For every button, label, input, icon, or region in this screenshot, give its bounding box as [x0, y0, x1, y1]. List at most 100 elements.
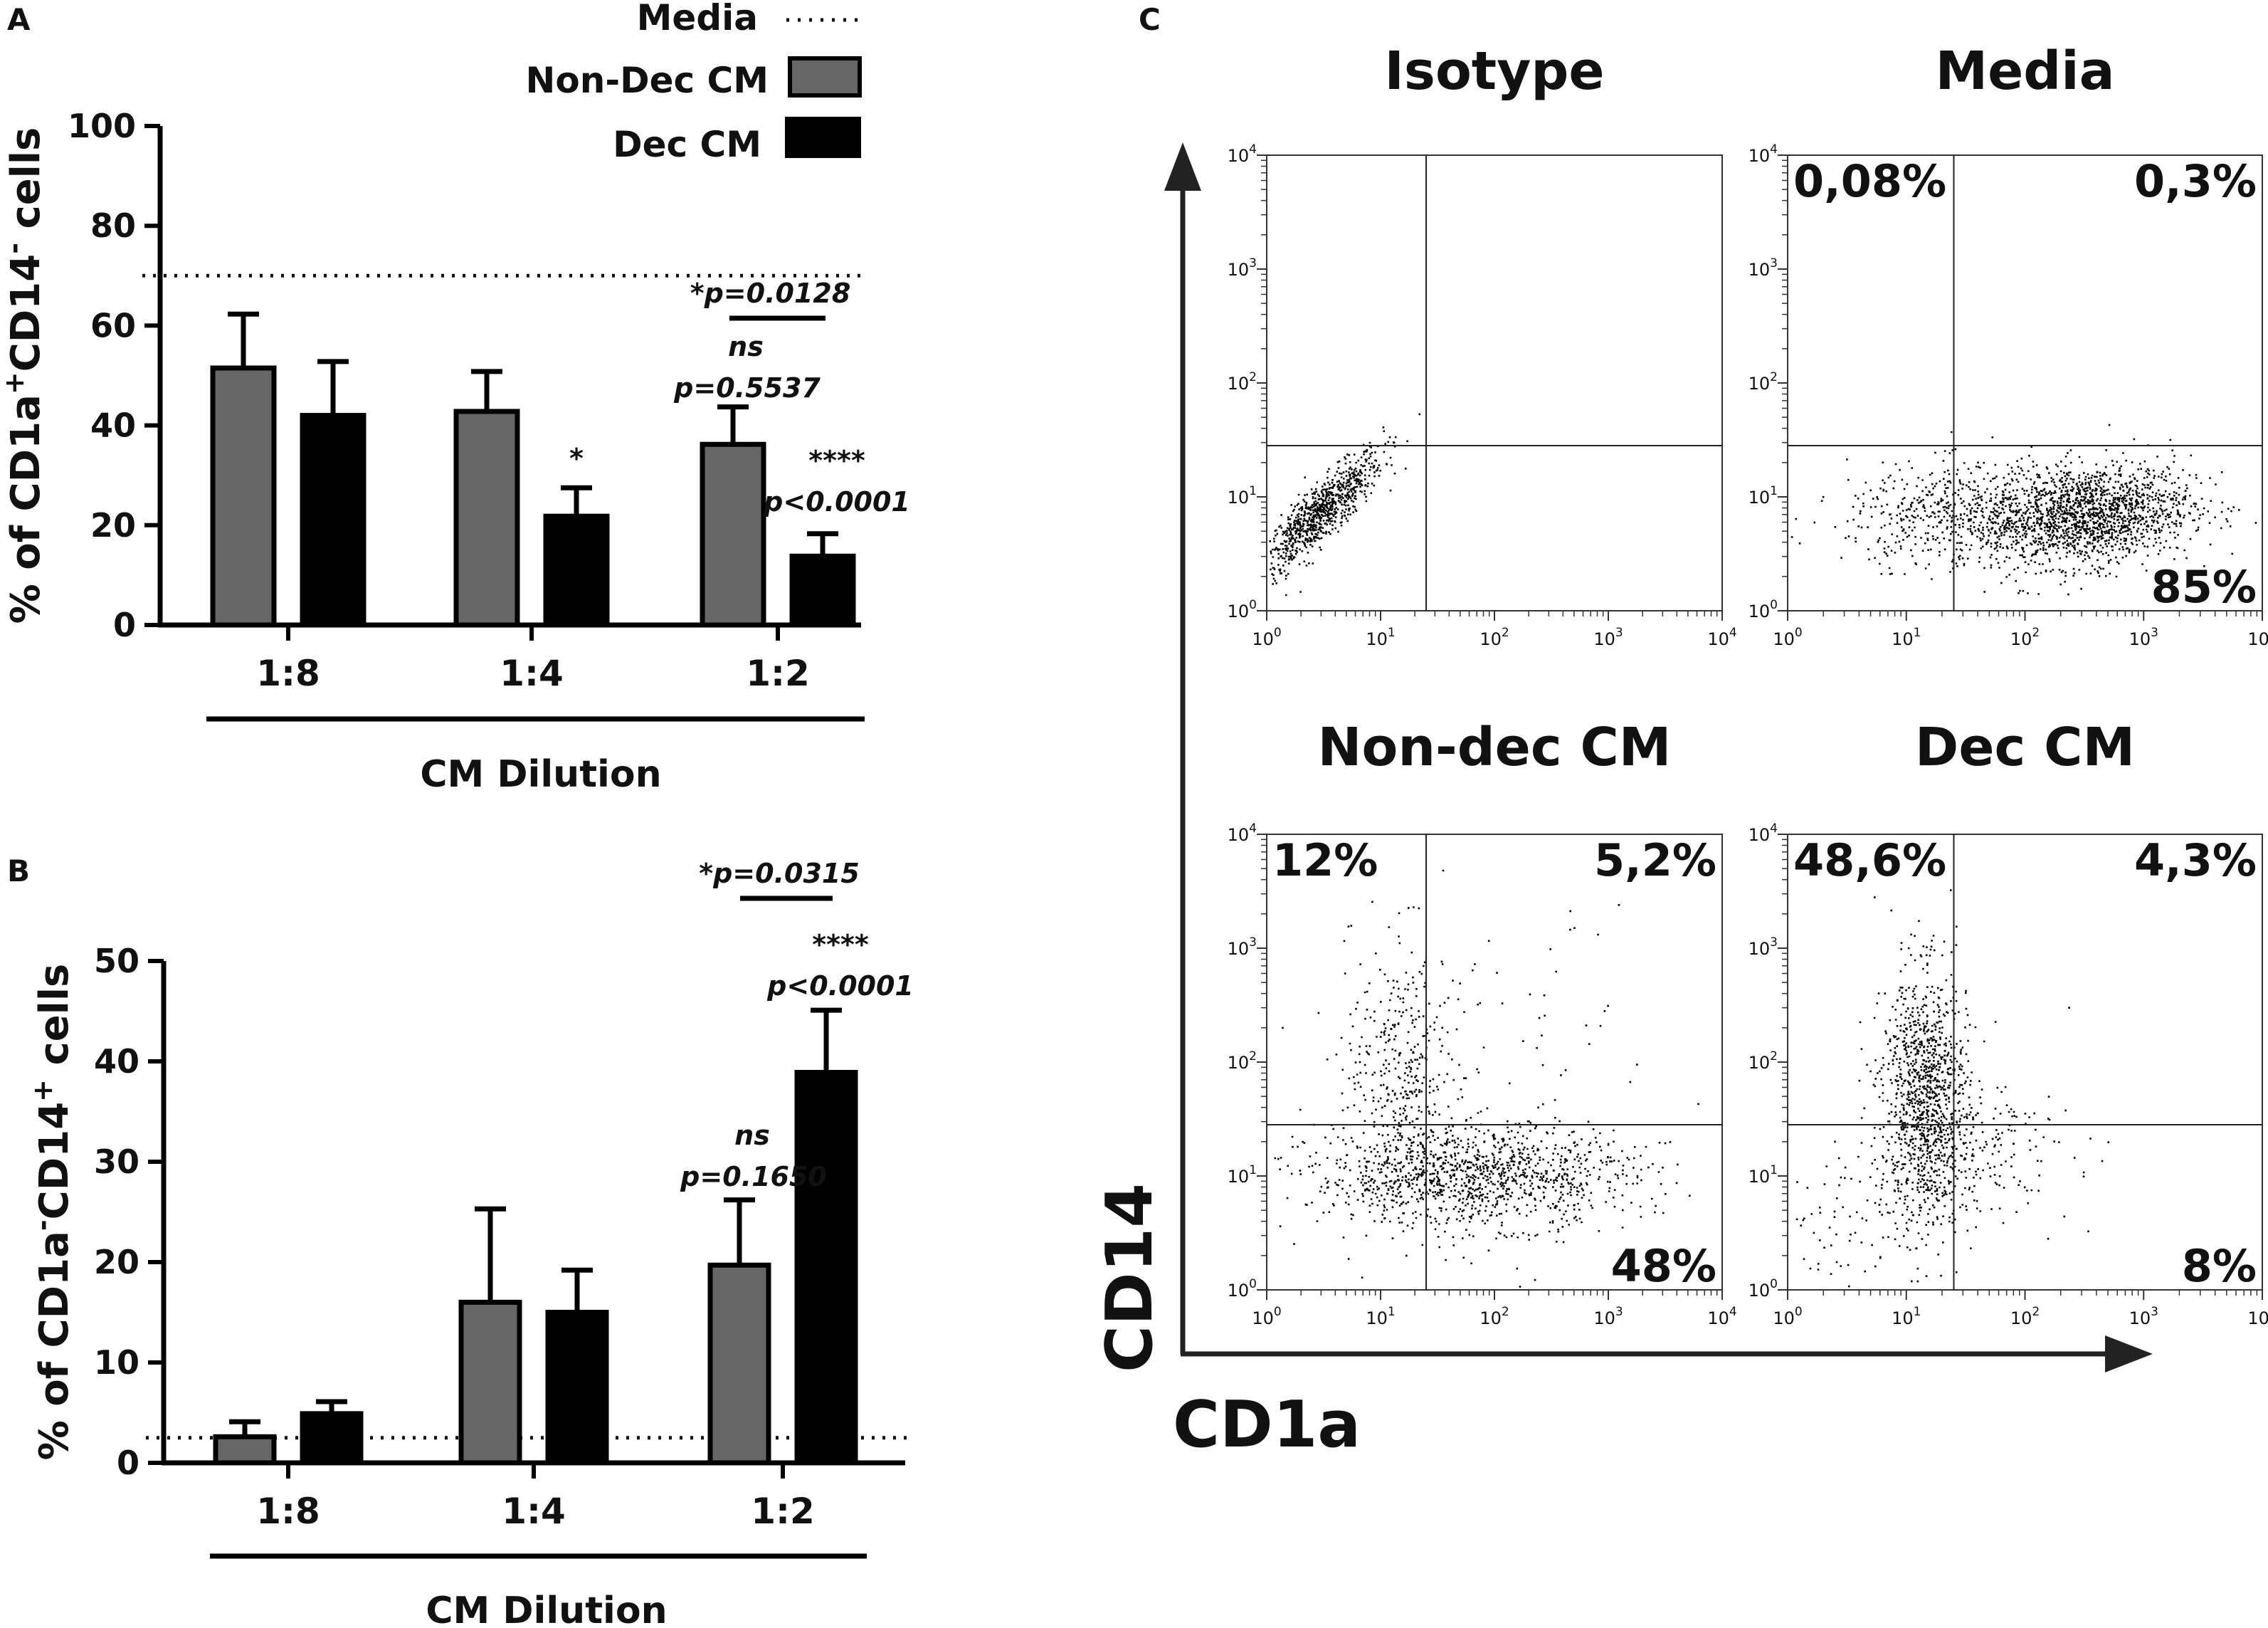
x-axis-title: CM Dilution [420, 753, 661, 796]
x-tick-label: 101 [1892, 1305, 1921, 1328]
comparison-p-value: *p=0.0128 [690, 278, 851, 309]
x-tick-label: 103 [2129, 1305, 2158, 1328]
quadrant-upper-left-percent: 0,08% [1793, 155, 1946, 207]
y-axis-title: % of CD1a+CD14- cells [0, 127, 49, 624]
y-tick-label: 40 [90, 406, 136, 445]
y-tick-label: 100 [1749, 1277, 1778, 1301]
legend-dec-swatch [785, 117, 861, 158]
y-tick-label: 104 [1749, 821, 1778, 845]
y-tick-label: 50 [94, 942, 139, 980]
quadrant-upper-right-percent: 0,3% [2134, 155, 2257, 207]
y-tick-label: 0 [117, 1444, 139, 1482]
panel-label-c: C [1139, 2, 1161, 37]
x-tick-label: 102 [2010, 626, 2040, 649]
stars-p-value: p<0.0001 [763, 486, 910, 518]
flow-plot-media: Media 100 100 101 101 102 102 103 103 104 104 0,08%… [1749, 41, 2268, 649]
chart-b: 0 10 20 30 40 50 1:8 1:4 1:2 CM Dilution % of CD1a… [27, 858, 914, 1628]
y-tick-label: 40 [94, 1042, 139, 1081]
event-dots [1269, 413, 1420, 597]
x-tick-label: 103 [1593, 1305, 1623, 1328]
y-tick-label: 10 [94, 1343, 139, 1382]
x-tick-label: 1:8 [256, 653, 320, 694]
bar-dec-1-8 [300, 1411, 364, 1466]
x-tick-label: 102 [1480, 626, 1509, 649]
y-tick-label: 104 [1228, 821, 1257, 845]
x-tick-label: 101 [1892, 626, 1921, 649]
y-tick-label: 103 [1228, 935, 1257, 959]
y-tick-label: 102 [1749, 1049, 1778, 1073]
significance-stars: **** [808, 445, 865, 476]
x-tick-label: 102 [1480, 1305, 1509, 1328]
y-tick-label: 0 [113, 606, 136, 644]
y-tick-label: 101 [1228, 1163, 1257, 1187]
y-tick-label: 20 [94, 1243, 139, 1281]
y-tick-label: 103 [1749, 935, 1778, 959]
x-tick-label: 100 [1252, 1305, 1281, 1328]
x-tick-label: 101 [1366, 626, 1395, 649]
y-tick-label: 102 [1228, 370, 1257, 394]
quadrant-lower-right-percent: 48% [1611, 1240, 1716, 1292]
flow-plot-isotype: Isotype 100 100 101 101 102 102 103 103 104 104 [1228, 41, 1737, 649]
comparison-p-value: *p=0.0315 [699, 858, 860, 889]
bar-non-dec-1-8 [210, 365, 277, 628]
flow-plot-frame [1787, 834, 2263, 1291]
flow-plot-title: Media [1935, 41, 2114, 102]
panel-label-a: A [7, 2, 31, 37]
legend-dec-label: Dec CM [613, 124, 761, 165]
stars-p-value: p<0.0001 [766, 970, 914, 1002]
bar-dec-1-8 [300, 413, 366, 628]
legend-media-label: Media [637, 0, 758, 38]
cd1a-axis-title: CD1a [1173, 1387, 1361, 1462]
y-tick-label: 30 [94, 1143, 139, 1181]
flow-plot-title: Non-dec CM [1318, 717, 1672, 778]
x-tick-label: 1:4 [500, 653, 564, 694]
y-tick-label: 100 [1228, 1277, 1257, 1301]
quadrant-lower-right-percent: 8% [2182, 1240, 2257, 1292]
event-dots [1795, 889, 2110, 1288]
flow-plot-frame [1787, 154, 2263, 611]
y-tick-label: 103 [1228, 256, 1257, 280]
cd14-axis-title: CD14 [1092, 1183, 1167, 1372]
y-tick-label: 104 [1228, 142, 1257, 166]
x-tick-label: 103 [2129, 626, 2158, 649]
y-tick-label: 60 [90, 306, 136, 345]
x-tick-label: 104 [2247, 1305, 2268, 1328]
y-tick-label: 80 [90, 206, 136, 245]
x-axis-title: CM Dilution [426, 1590, 667, 1628]
flow-plot-title: Isotype [1384, 41, 1604, 102]
bar-dec-1-2 [789, 553, 856, 628]
bar-non-dec-1-2 [707, 1262, 771, 1466]
bar-dec-1-2 [794, 1070, 858, 1466]
ns-label: ns [728, 331, 764, 362]
quadrant-upper-right-percent: 5,2% [1594, 834, 1716, 886]
bar-non-dec-1-4 [453, 409, 520, 628]
ns-p-value: p=0.5537 [673, 372, 821, 404]
x-tick-label: 1:8 [256, 1491, 320, 1532]
bar-dec-1-4 [543, 513, 610, 628]
legend: Media Non-Dec CM Dec CM [526, 0, 862, 165]
quadrant-upper-right-percent: 4,3% [2134, 834, 2257, 886]
significance-stars: **** [812, 929, 869, 960]
ns-p-value: p=0.1650 [680, 1161, 827, 1192]
bar-non-dec-1-8 [213, 1434, 277, 1466]
x-tick-label: 104 [1707, 1305, 1736, 1328]
x-tick-label: 104 [2247, 626, 2268, 649]
x-tick-label: 102 [2010, 1305, 2040, 1328]
x-tick-label: 1:2 [751, 1491, 815, 1532]
x-tick-label: 100 [1252, 626, 1281, 649]
y-tick-label: 103 [1749, 256, 1778, 280]
cd1a-arrow-head [2105, 1335, 2153, 1372]
x-tick-label: 100 [1773, 1305, 1802, 1328]
flow-cytometry-panel: Isotype 100 100 101 101 102 102 103 103 104 104 Med… [1092, 41, 2268, 1462]
x-tick-label: 100 [1773, 626, 1802, 649]
chart-a: 0 20 40 60 80 100 1:8 1:4 1:2 CM Dilution % of CD1… [0, 107, 910, 796]
y-tick-label: 100 [68, 107, 136, 145]
y-tick-label: 101 [1749, 484, 1778, 508]
bar-dec-1-4 [545, 1310, 609, 1466]
legend-non-dec-label: Non-Dec CM [526, 60, 769, 101]
y-tick-label: 102 [1228, 1049, 1257, 1073]
cd14-arrow-head [1164, 142, 1201, 191]
y-tick-label: 100 [1749, 598, 1778, 621]
y-axis-title: % of CD1a-CD14+ cells [27, 964, 78, 1461]
